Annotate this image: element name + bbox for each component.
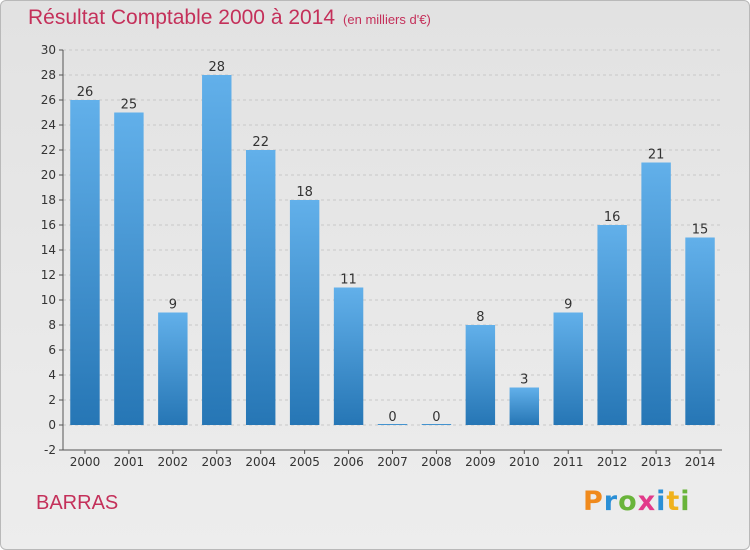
data-label-2014: 15 [692,223,709,238]
x-tick-label-2000: 2000 [70,455,101,469]
y-tick-label: 18 [41,193,56,207]
data-label-2004: 22 [252,135,269,150]
logo-letter: P [583,486,604,517]
y-tick-label: 24 [41,118,56,132]
bar-2012 [597,225,627,425]
chart-title: Résultat Comptable 2000 à 2014 (en millie… [28,6,431,30]
x-tick-label-2003: 2003 [201,455,232,469]
y-tick-label: 10 [41,293,56,307]
y-tick-label: -2 [44,443,56,457]
logo-letter: i [680,486,691,517]
y-tick-label: 8 [48,318,56,332]
data-label-2002: 9 [169,298,177,313]
y-tick-label: 28 [41,68,56,82]
x-tick-label-2005: 2005 [289,455,320,469]
bar-2000 [70,100,100,425]
bar-2007 [377,424,408,425]
y-tick-label: 0 [48,418,56,432]
bar-2003 [202,75,232,425]
x-tick-label-2009: 2009 [465,455,496,469]
y-tick-label: 16 [41,218,56,232]
x-tick-label-2004: 2004 [245,455,276,469]
x-tick-label-2010: 2010 [509,455,540,469]
bar-2002 [158,312,188,425]
data-label-2007: 0 [388,410,396,425]
bar-2004 [245,150,276,425]
y-tick-label: 12 [41,268,56,282]
data-label-2009: 8 [476,310,484,325]
bar-2005 [289,200,320,425]
y-tick-label: 14 [41,243,56,257]
data-label-2012: 16 [604,210,621,225]
data-label-2011: 9 [564,298,572,313]
bar-2006 [333,287,364,425]
bar-2011 [553,312,583,425]
x-tick-label-2001: 2001 [114,455,145,469]
data-label-2001: 25 [121,98,138,113]
y-tick-label: 26 [41,93,56,107]
proxiti-logo: Proxiti [583,486,691,517]
x-tick-label-2006: 2006 [333,455,364,469]
x-tick-label-2011: 2011 [553,455,584,469]
place-name: BARRAS [36,492,119,514]
logo-letter: r [603,486,619,517]
data-label-2005: 18 [296,185,313,200]
data-label-2008: 0 [432,410,440,425]
y-tick-label: 6 [48,343,56,357]
data-label-2010: 3 [520,373,528,388]
data-label-2013: 21 [648,148,665,163]
x-tick-label-2012: 2012 [597,455,628,469]
logo-letter: x [637,486,657,517]
y-tick-label: 30 [41,43,56,57]
data-label-2003: 28 [208,60,225,75]
y-tick-label: 2 [48,393,56,407]
x-tick-label-2013: 2013 [641,455,672,469]
logo-letter: i [656,486,667,517]
bars [70,75,715,425]
x-tick-label-2002: 2002 [158,455,189,469]
y-tick-label: 20 [41,168,56,182]
y-tick-label: 4 [48,368,56,382]
data-labels: 26 25 9 28 22 18 11 0 0 8 3 9 16 21 15 [77,60,709,425]
bar-2010 [509,387,540,425]
bar-2014 [685,237,715,425]
bar-2008 [421,424,452,425]
bar-2001 [114,112,144,425]
logo-letter: o [618,486,638,517]
logo-letter: t [666,486,681,517]
y-tick-label: 22 [41,143,56,157]
x-tick-label-2014: 2014 [685,455,716,469]
data-label-2000: 26 [77,85,94,100]
x-tick-label-2007: 2007 [377,455,408,469]
chart-title-text: Résultat Comptable 2000 à 2014 [28,6,336,29]
bar-2009 [465,325,496,425]
bar-2013 [641,162,671,425]
chart-subtitle: (en milliers d'€) [343,12,431,27]
data-label-2006: 11 [340,273,357,288]
x-tick-label-2008: 2008 [421,455,452,469]
